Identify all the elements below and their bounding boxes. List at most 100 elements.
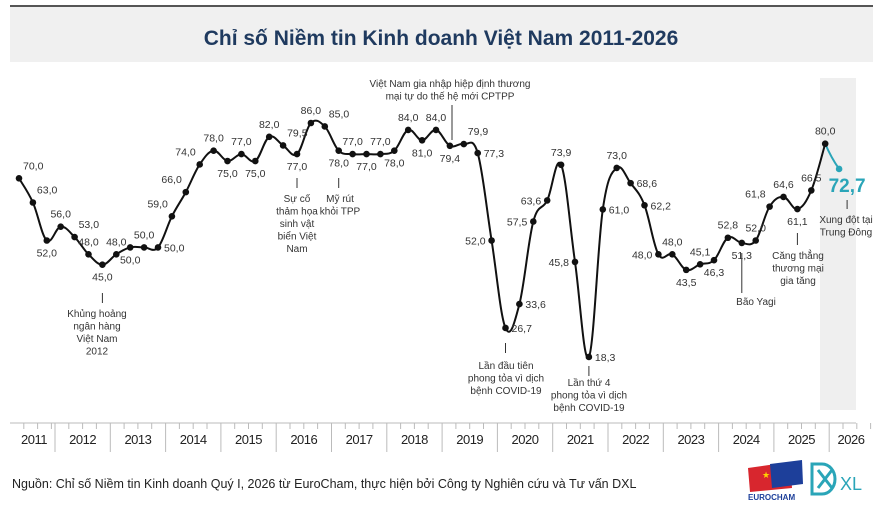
annotation: Lần thứ 4 phong tỏa vì dịch bệnh COVID-19 (551, 366, 627, 414)
data-label: 50,0 (120, 254, 141, 266)
data-point (99, 261, 106, 268)
annotation-text: Sự cố thảm họa sinh vật biển Việt Nam (276, 193, 318, 255)
x-tick-label: 2013 (124, 432, 151, 447)
data-label: 75,0 (217, 168, 238, 180)
data-label: 77,3 (484, 148, 505, 160)
x-tick-label: 2011 (21, 432, 47, 447)
data-point (182, 188, 190, 196)
title-rule (10, 5, 873, 7)
data-label: 51,3 (732, 250, 753, 262)
data-label: 78,0 (203, 133, 224, 145)
data-label: 61,0 (609, 204, 630, 216)
data-label: 48,0 (662, 236, 683, 248)
source-note: Nguồn: Chỉ số Niềm tin Kinh doanh Quý I,… (12, 477, 636, 491)
data-point (293, 150, 301, 158)
x-tick-label: 2014 (180, 432, 207, 447)
x-tick-label: 2016 (290, 432, 317, 447)
data-point (752, 237, 759, 244)
data-point (669, 251, 676, 258)
data-point (335, 147, 343, 154)
annotation: Khủng hoảng ngân hàng Việt Nam 2012 (67, 293, 127, 358)
data-point (613, 164, 620, 172)
annotation: Sự cố thảm họa sinh vật biển Việt Nam (276, 178, 318, 255)
x-tick-label: 2021 (567, 432, 594, 447)
annotation: Mỹ rút khỏi TPP (320, 178, 361, 218)
data-point (585, 353, 593, 361)
svg-text:★: ★ (762, 470, 770, 480)
data-label: 52,0 (37, 248, 58, 260)
data-label: 77,0 (356, 161, 377, 173)
data-label: 48,0 (106, 236, 127, 248)
data-label: 52,0 (465, 236, 486, 248)
data-point (488, 237, 495, 244)
data-point (418, 136, 426, 144)
data-point (738, 239, 746, 247)
x-tick-label: 2015 (235, 432, 262, 447)
data-label: 43,5 (676, 277, 697, 289)
data-point (682, 266, 690, 274)
svg-text:XL: XL (840, 474, 862, 494)
data-label: 50,0 (164, 242, 185, 254)
data-label: 72,7 (829, 176, 866, 197)
data-label: 86,0 (301, 105, 322, 117)
annotation-text: Lần đầu tiên phong tỏa vì dịch bệnh COVID-… (468, 360, 544, 397)
annotation-text: Khủng hoảng ngân hàng Việt Nam 2012 (67, 308, 127, 358)
data-label: 52,0 (745, 223, 766, 235)
data-point (168, 213, 176, 220)
data-label: 77,0 (287, 161, 308, 173)
data-label: 66,5 (801, 172, 822, 184)
data-label: 81,0 (412, 147, 433, 159)
annotation: Bão Yagi (736, 253, 776, 308)
annotation-text: Việt Nam gia nhập hiệp định thương mại tự… (370, 79, 531, 103)
data-label: 68,6 (637, 178, 658, 190)
data-label: 46,3 (704, 267, 725, 279)
x-tick-label: 2017 (346, 432, 373, 447)
dxl-logo: XL (810, 462, 862, 496)
data-point (641, 201, 648, 209)
data-label: 26,7 (512, 323, 533, 335)
data-label: 78,0 (328, 158, 349, 170)
data-point (794, 205, 801, 213)
eurocham-logo: ★ EUROCHAM (748, 460, 803, 502)
x-tick-label: 2018 (401, 432, 428, 447)
data-point (599, 206, 607, 213)
annotation-text: Mỹ rút khỏi TPP (320, 194, 361, 218)
data-point (460, 140, 468, 148)
data-point (391, 147, 398, 154)
x-tick-label: 2012 (69, 432, 96, 447)
data-label: 62,2 (651, 200, 672, 212)
data-label: 77,0 (342, 136, 363, 148)
data-point (15, 174, 23, 182)
data-label: 80,0 (815, 126, 836, 138)
data-point (696, 261, 704, 268)
shaded-2026-band (820, 78, 856, 410)
data-label: 50,0 (134, 229, 155, 241)
data-point (502, 324, 509, 332)
svg-text:EUROCHAM: EUROCHAM (748, 493, 795, 502)
annotation: Căng thẳng thương mại gia tăng (772, 233, 824, 287)
data-label: 84,0 (426, 112, 447, 124)
data-label: 77,0 (370, 136, 391, 148)
data-label: 45,8 (549, 257, 570, 269)
data-point (154, 244, 162, 251)
data-label: 79,9 (468, 126, 489, 138)
annotation: Lần đầu tiên phong tỏa vì dịch bệnh COVID-… (468, 343, 544, 397)
data-point (113, 251, 120, 258)
data-point (543, 197, 551, 204)
annotation: Xung đột tại Trung Đông (819, 200, 873, 239)
data-point (474, 149, 482, 157)
data-label: 48,0 (632, 249, 653, 261)
data-point (780, 193, 787, 201)
data-point (210, 147, 217, 154)
data-point (85, 251, 92, 258)
data-label: 18,3 (595, 352, 616, 364)
x-tick-label: 2025 (788, 432, 815, 447)
annotation-text: Bão Yagi (736, 297, 776, 308)
data-label: 53,0 (79, 219, 100, 231)
data-point (307, 119, 315, 127)
data-point (432, 126, 440, 134)
annotation-text: Xung đột tại Trung Đông (819, 215, 872, 239)
data-point (571, 258, 579, 266)
data-label: 61,8 (745, 189, 766, 201)
data-point (766, 203, 773, 210)
